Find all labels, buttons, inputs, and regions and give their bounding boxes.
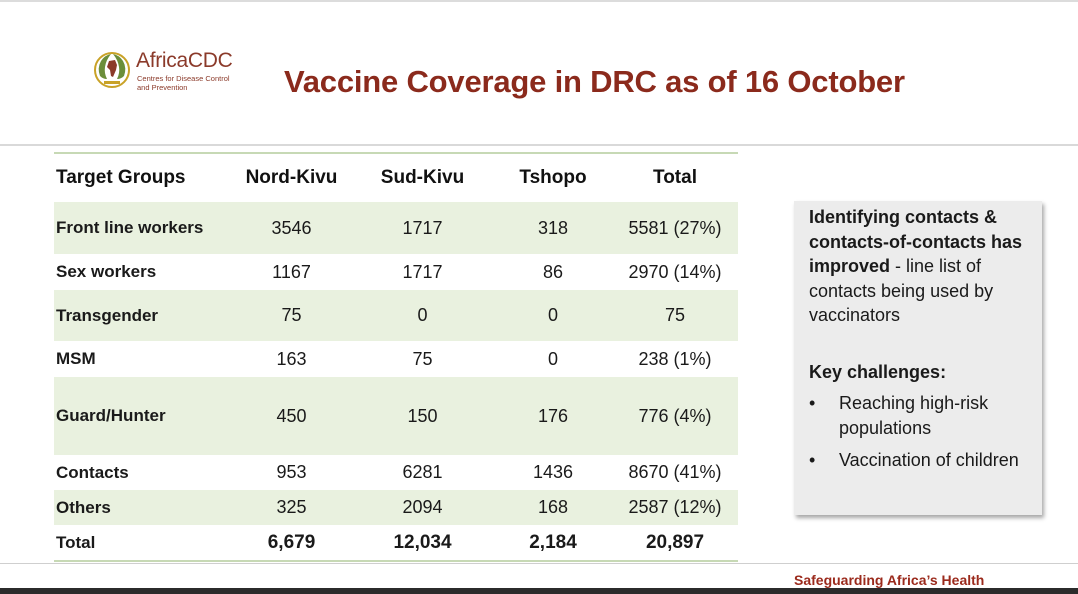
challenge-text: Reaching high-risk populations	[839, 393, 989, 438]
africa-cdc-emblem-icon	[94, 52, 130, 88]
table-row: MSM 163 75 0 238 (1%)	[54, 341, 738, 377]
cell-nord-kivu: 1167	[272, 261, 311, 282]
column-header-sud-kivu: Sud-Kivu	[380, 167, 465, 188]
table-header-row: Target Groups Nord-Kivu Sud-Kivu Tshopo …	[54, 153, 738, 202]
table-row: Front line workers 3546 1717 318 5581 (2…	[54, 202, 738, 254]
row-label: Contacts	[56, 462, 129, 482]
table-row: Others 325 2094 168 2587 (12%)	[54, 490, 738, 525]
footer-divider	[0, 563, 1078, 564]
cell-sud-kivu: 1717	[402, 261, 443, 282]
challenges-list: • Reaching high-risk populations • Vacci…	[809, 391, 1032, 473]
cell-total: 8670 (41%)	[628, 462, 722, 482]
header-divider	[0, 144, 1078, 146]
list-item: • Reaching high-risk populations	[809, 391, 1032, 440]
logo-subtitle: and Prevention	[137, 83, 188, 92]
cell-nord-kivu: 3546	[271, 217, 312, 238]
callout-normal-text: - line list of contacts being used by va…	[809, 256, 994, 325]
row-label: Front line workers	[56, 218, 204, 237]
column-header-nord-kivu: Nord-Kivu	[245, 167, 338, 188]
cell-tshopo: 168	[537, 497, 569, 517]
top-divider	[0, 0, 1078, 2]
slide-title: Vaccine Coverage in DRC as of 16 October	[284, 64, 905, 99]
cell-nord-kivu: 450	[276, 405, 307, 426]
list-item: • Vaccination of children	[809, 448, 1032, 473]
cell-sud-kivu: 1717	[402, 217, 443, 238]
cell-nord-kivu: 953	[276, 462, 307, 482]
vaccine-coverage-table: Target Groups Nord-Kivu Sud-Kivu Tshopo …	[54, 152, 738, 562]
cell-sud-kivu: 150	[407, 405, 438, 426]
table-row: Transgender 75 0 0 75	[54, 290, 738, 341]
africa-cdc-logo: AfricaCDC Centres for Disease Control an…	[92, 48, 252, 94]
cell-sud-kivu: 0	[417, 305, 428, 325]
cell-sud-kivu: 75	[412, 348, 433, 369]
bullet-icon: •	[809, 393, 816, 413]
column-header-target-groups: Target Groups	[56, 167, 186, 188]
cell-tshopo: 1436	[532, 462, 574, 482]
table-row: Sex workers 1167 1717 86 2970 (14%)	[54, 254, 738, 290]
callout-bold-text: Identifying contacts & contacts-of-conta…	[809, 207, 1023, 276]
cell-sud-kivu: 2094	[402, 497, 443, 517]
cell-nord-kivu: 325	[276, 497, 307, 517]
cell-total: 20,897	[645, 531, 705, 553]
key-challenges-heading: Key challenges:	[809, 361, 947, 382]
cell-tshopo: 0	[547, 348, 558, 369]
callout-text: Identifying contacts & contacts-of-conta…	[809, 205, 1032, 328]
logo-name: AfricaCDC	[136, 49, 233, 72]
cell-sud-kivu: 6281	[402, 462, 443, 482]
row-label: Sex workers	[56, 262, 157, 281]
cell-tshopo: 318	[537, 217, 569, 238]
cell-tshopo: 86	[542, 261, 564, 282]
row-label: Guard/Hunter	[56, 406, 166, 425]
cell-nord-kivu: 6,679	[267, 531, 316, 553]
logo-subtitle: Centres for Disease Control	[137, 74, 230, 83]
row-label: Total	[56, 532, 96, 552]
cell-total: 2970 (14%)	[628, 261, 722, 282]
column-header-total: Total	[653, 167, 697, 188]
cell-tshopo: 0	[547, 305, 558, 325]
table-row: Guard/Hunter 450 150 176 776 (4%)	[54, 377, 738, 455]
key-points-callout: Identifying contacts & contacts-of-conta…	[794, 201, 1042, 515]
cell-tshopo: 176	[537, 405, 569, 426]
cell-total: 75	[664, 305, 686, 325]
bottom-bar	[0, 588, 1078, 594]
cell-total: 238 (1%)	[638, 348, 712, 369]
cell-total: 5581 (27%)	[628, 217, 722, 238]
row-label: Others	[56, 497, 111, 517]
table-row: Contacts 953 6281 1436 8670 (41%)	[54, 455, 738, 490]
footer-tagline: Safeguarding Africa’s Health	[794, 572, 985, 588]
cell-nord-kivu: 163	[276, 348, 307, 369]
cell-tshopo: 2,184	[529, 531, 577, 553]
challenge-text: Vaccination of children	[839, 450, 1019, 470]
table-total-row: Total 6,679 12,034 2,184 20,897	[54, 525, 738, 561]
cell-sud-kivu: 12,034	[393, 531, 452, 553]
bullet-icon: •	[809, 450, 816, 470]
row-label: MSM	[56, 349, 96, 368]
cell-nord-kivu: 75	[281, 305, 302, 325]
row-label: Transgender	[56, 305, 159, 325]
cell-total: 2587 (12%)	[628, 497, 722, 517]
column-header-tshopo: Tshopo	[519, 167, 587, 188]
cell-total: 776 (4%)	[638, 405, 712, 426]
